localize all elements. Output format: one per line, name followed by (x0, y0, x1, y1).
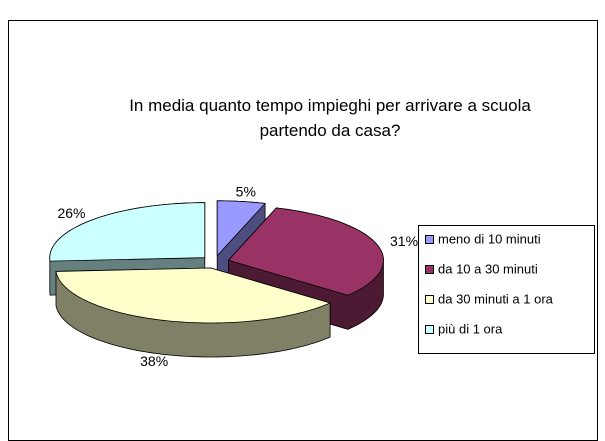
data-label: 5% (236, 184, 256, 200)
slice (227, 207, 384, 296)
legend-swatch (425, 295, 434, 304)
legend-label: da 30 minuti a 1 ora (438, 291, 554, 306)
legend-label: da 10 a 30 minuti (438, 261, 538, 276)
slice (55, 267, 332, 324)
data-label: 31% (390, 233, 418, 249)
slice (49, 202, 206, 262)
legend-label: più di 1 ora (438, 321, 503, 336)
legend-box (418, 225, 595, 354)
legend-swatch (425, 325, 434, 334)
legend-swatch (425, 235, 434, 244)
legend-label: meno di 10 minuti (438, 231, 541, 246)
chart-title: In media quanto tempo impieghi per arriv… (129, 96, 531, 140)
data-label: 26% (57, 205, 85, 221)
legend-swatch (425, 265, 434, 274)
slice (216, 200, 266, 257)
data-label: 38% (140, 353, 168, 369)
